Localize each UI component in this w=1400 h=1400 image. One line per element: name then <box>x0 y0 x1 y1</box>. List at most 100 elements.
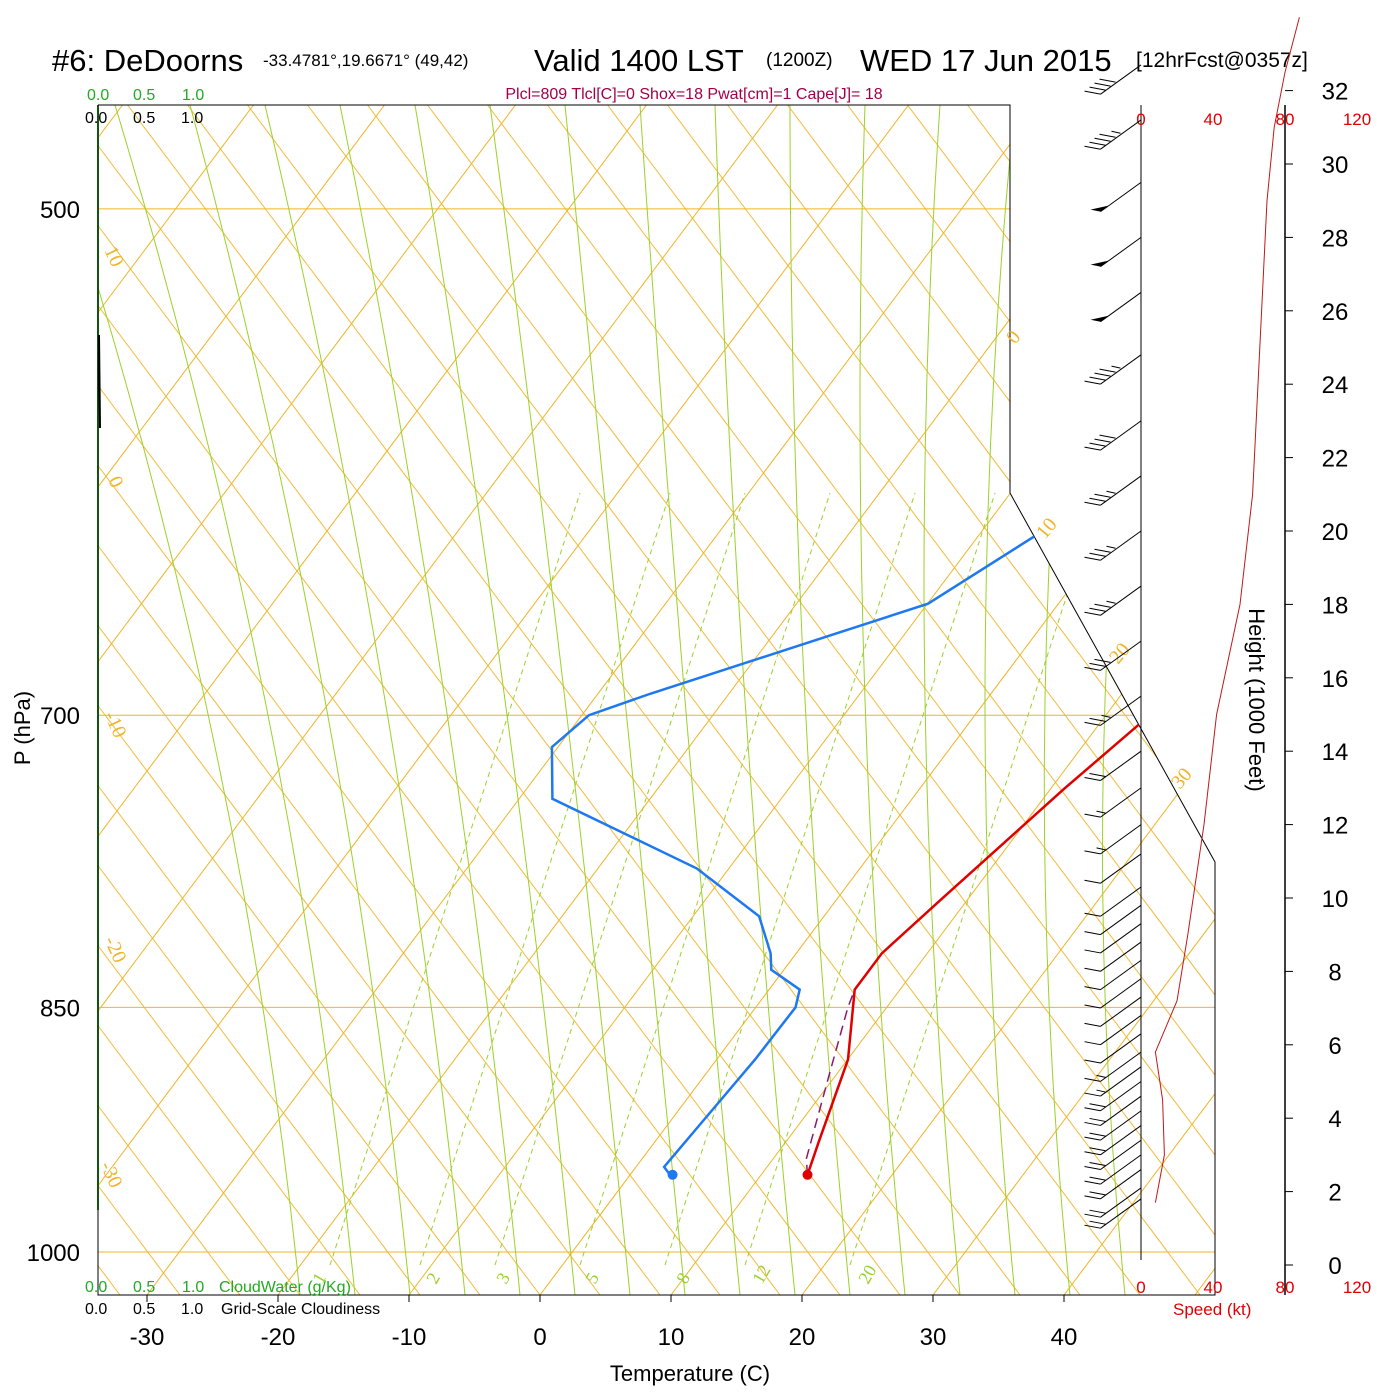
cloud-bottom-tick-0: 0.0 <box>85 1279 107 1296</box>
plot-frame <box>97 104 1216 1296</box>
wind-barb-flag-34 <box>1089 141 1106 146</box>
wind-barb-35 <box>1100 64 1142 95</box>
wind-barb-30 <box>1100 354 1142 385</box>
wind-barb-18 <box>1100 904 1142 935</box>
wind-barb-14 <box>1100 978 1142 1009</box>
wind-barb-flag-5 <box>1089 1147 1106 1152</box>
cloudiness-top-tick-1: 0.5 <box>133 110 155 127</box>
wind-barb-half-21 <box>1096 847 1106 851</box>
dewpoint-surface-marker <box>667 1169 678 1180</box>
wind-barb-flag-35 <box>1084 90 1101 95</box>
wind-barb-half-24 <box>1101 714 1111 718</box>
height-tick-label-0: 0 <box>1328 1253 1341 1280</box>
wind-barb-half-10 <box>1096 1074 1106 1078</box>
adiabat-line-39 <box>307 105 1201 1295</box>
wind-barb-2 <box>1100 1169 1142 1200</box>
station-title: #6: DeDoorns <box>52 43 243 78</box>
height-tick-label-13: 26 <box>1322 299 1349 326</box>
height-tick-label-14: 28 <box>1322 225 1349 252</box>
adiabat-line-25 <box>98 105 361 1295</box>
temp-tick-label-4: 10 <box>658 1324 685 1351</box>
y-axis-title: P (hPa) <box>10 691 35 765</box>
wind-barb-flag-28 <box>1094 493 1111 498</box>
wind-barb-32 <box>1100 236 1142 268</box>
mixing-ratio-line-3 <box>579 492 831 1266</box>
wind-barb-half-28 <box>1106 490 1116 494</box>
utc-time: (1200Z) <box>766 50 833 71</box>
height-tick-label-3: 6 <box>1328 1033 1341 1060</box>
moist-adiabat-8 <box>639 105 741 1295</box>
moist-adiabat-6 <box>489 105 631 1295</box>
height-tick-label-1: 2 <box>1328 1180 1341 1207</box>
adiabat-line-35 <box>98 105 961 1295</box>
moist-adiabat-1 <box>114 105 356 1295</box>
height-tick-label-15: 30 <box>1322 152 1349 179</box>
temp-tick-label-7: 40 <box>1051 1324 1078 1351</box>
wind-barb-flag-4 <box>1089 1161 1106 1166</box>
cloudiness-bottom-tick-0: 0.0 <box>85 1301 107 1318</box>
speed-top-tick-2: 80 <box>1276 110 1295 129</box>
wind-barb-33 <box>1100 181 1142 213</box>
temp-tick-label-3: 0 <box>533 1324 546 1351</box>
temperature-line <box>806 105 1215 1176</box>
height-tick-label-4: 8 <box>1328 959 1341 986</box>
wind-barb-flag-25 <box>1084 666 1101 671</box>
temp-tick-label-0: -30 <box>130 1324 165 1351</box>
wind-barb-pennant-31 <box>1090 315 1109 322</box>
mixing-ratio-line-0 <box>329 492 581 1266</box>
adiabat-line-26 <box>98 105 421 1295</box>
wind-barb-flag-19 <box>1084 912 1101 917</box>
moist-adiabat-4 <box>339 105 521 1295</box>
pressure-tick-label-6: 1000 <box>27 1240 80 1267</box>
adiabat-line-28 <box>98 105 541 1295</box>
wind-barb-flag-10 <box>1084 1077 1101 1082</box>
wind-barb-flag-27 <box>1089 552 1106 557</box>
wind-barb-flag-28 <box>1089 497 1106 502</box>
wind-barb-11 <box>1100 1033 1142 1064</box>
temp-tick-label-6: 30 <box>920 1324 947 1351</box>
adiabat-line-30 <box>98 105 661 1295</box>
height-tick-label-10: 20 <box>1322 519 1349 546</box>
cloud-labels: 0.0 0.5 1.0 0.0 0.5 1.0 0.0 0.5 1.0 Clou… <box>85 87 380 1318</box>
wind-barb-flag-20 <box>1084 879 1101 884</box>
wind-barb-flag-26 <box>1084 611 1101 616</box>
moist-adiabat-9 <box>714 105 796 1295</box>
speed-bottom-tick-2: 80 <box>1276 1278 1295 1297</box>
adiabat-line-32 <box>98 105 781 1295</box>
wind-barb-flag-27 <box>1084 556 1101 561</box>
wind-barb-flag-34 <box>1094 137 1111 142</box>
height-tick-label-6: 12 <box>1322 813 1349 840</box>
isotherm-line-5 <box>98 105 385 1295</box>
wind-barb-16 <box>1100 941 1142 972</box>
cloudiness-bottom-tick-1: 0.5 <box>133 1301 155 1318</box>
wind-barb-flag-2 <box>1084 1195 1101 1200</box>
wind-barb-flag-11 <box>1084 1059 1101 1064</box>
moist-adiabat-10 <box>789 105 851 1295</box>
wind-barb-flag-14 <box>1084 1004 1101 1009</box>
isotherm-line-13 <box>539 105 1215 1295</box>
mixing-ratio-label-2: 3 <box>492 1269 514 1287</box>
isotherm-line-18 <box>1194 105 1215 1295</box>
cloudiness-top-tick-2: 1.0 <box>181 110 203 127</box>
wind-barb-flag-21 <box>1084 850 1101 855</box>
wind-barb-23 <box>1100 750 1142 781</box>
height-tick-label-8: 16 <box>1322 666 1349 693</box>
wind-barb-pennant-33 <box>1090 205 1109 212</box>
wind-barb-flag-12 <box>1084 1041 1101 1046</box>
wind-barb-flag-26 <box>1089 607 1106 612</box>
background-grid <box>98 105 1215 1295</box>
isotherm-label-3: -20 <box>99 933 130 966</box>
wind-barb-flag-22 <box>1084 813 1101 818</box>
wind-barb-29 <box>1100 420 1142 451</box>
wind-barb-26 <box>1100 585 1142 616</box>
isotherm-line-9 <box>98 105 909 1295</box>
isotherm-label-4: -30 <box>95 1158 126 1191</box>
adiabat-line-31 <box>98 105 721 1295</box>
isotherm-line-16 <box>932 105 1215 1295</box>
mixing-ratio-line-1 <box>419 492 671 1266</box>
adiabat-line-29 <box>98 105 601 1295</box>
sounding-params: Plcl=809 Tlcl[C]=0 Shox=18 Pwat[cm]=1 Ca… <box>505 86 882 103</box>
wind-barb-flag-16 <box>1084 967 1101 972</box>
height-tick-label-7: 14 <box>1322 739 1349 766</box>
isotherm-line-8 <box>98 105 778 1295</box>
